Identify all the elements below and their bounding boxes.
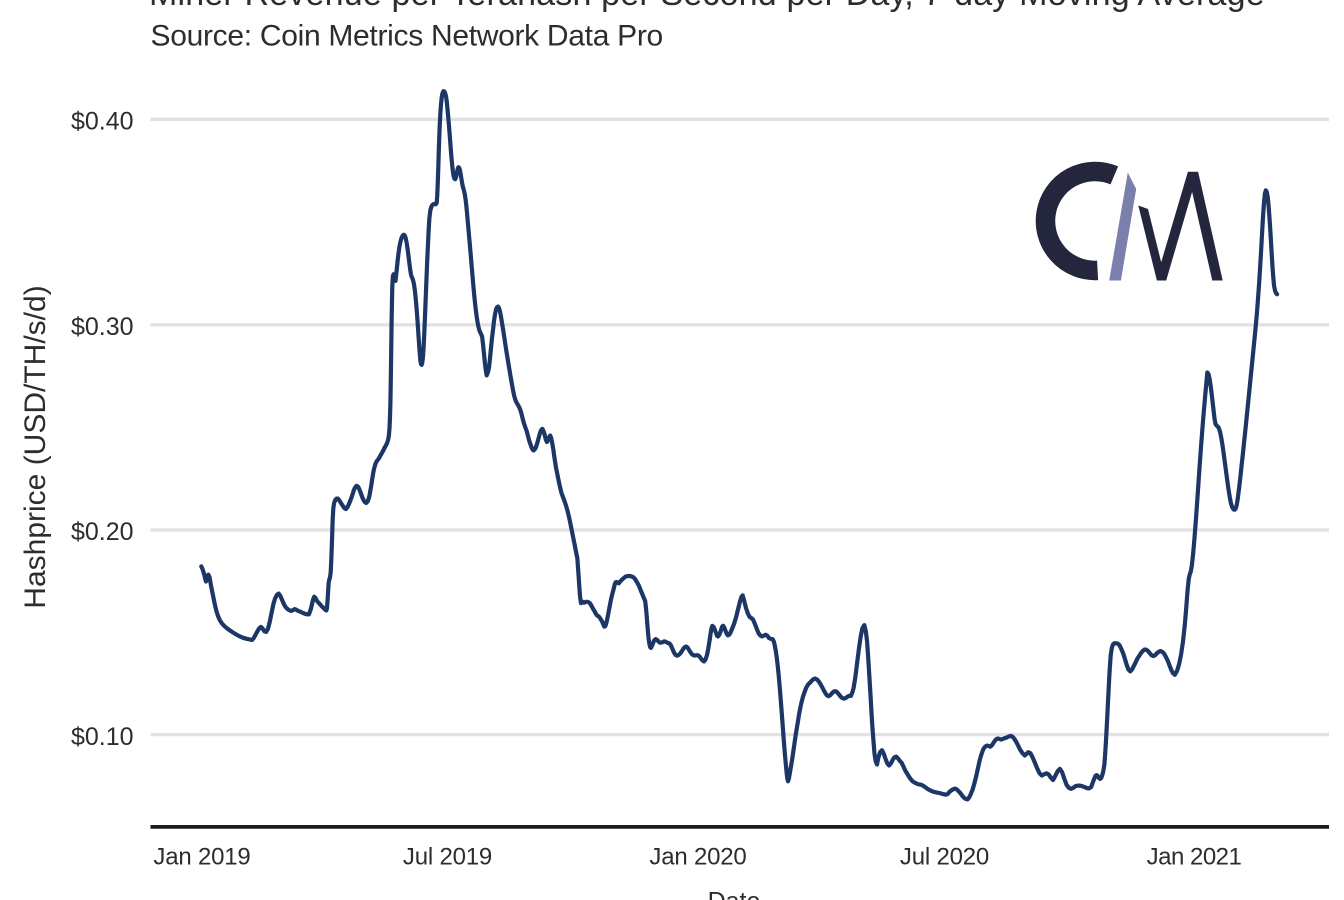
svg-text:Jan 2020: Jan 2020: [649, 843, 746, 870]
svg-text:$0.10: $0.10: [71, 723, 134, 751]
svg-text:Jul 2020: Jul 2020: [900, 843, 989, 870]
svg-text:Miner Revenue per Terahash per: Miner Revenue per Terahash per Second pe…: [149, 0, 1265, 13]
svg-text:Jan 2019: Jan 2019: [153, 843, 250, 870]
svg-text:Source: Coin Metrics Network D: Source: Coin Metrics Network Data Pro: [151, 20, 663, 53]
svg-text:$0.20: $0.20: [71, 518, 134, 546]
svg-text:$0.30: $0.30: [71, 313, 134, 341]
svg-text:Jan 2021: Jan 2021: [1147, 843, 1242, 870]
svg-text:Hashprice (USD/TH/s/d): Hashprice (USD/TH/s/d): [19, 285, 52, 608]
svg-text:Jul 2019: Jul 2019: [403, 843, 492, 870]
svg-text:Date: Date: [708, 888, 761, 900]
svg-text:$0.40: $0.40: [71, 108, 134, 136]
